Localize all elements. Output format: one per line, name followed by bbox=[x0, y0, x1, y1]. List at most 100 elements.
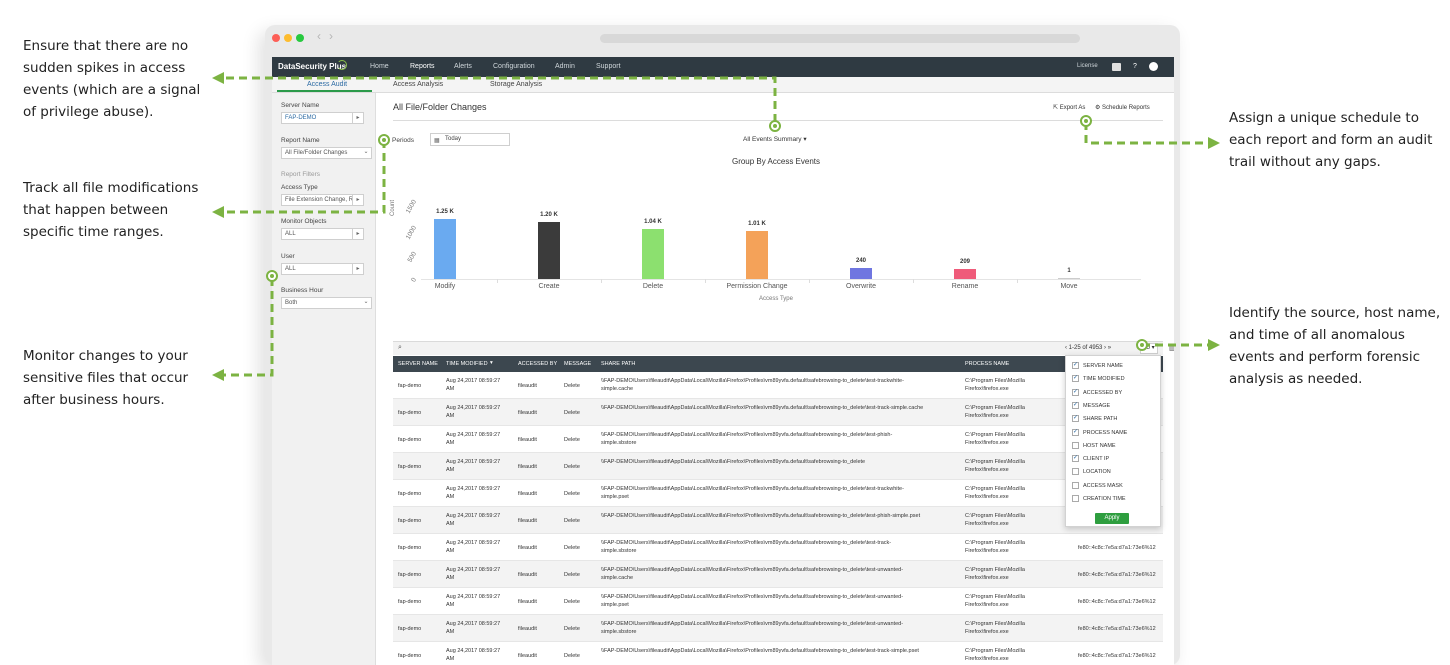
cell-time-line: AM bbox=[446, 629, 455, 635]
bar-overwrite[interactable] bbox=[850, 267, 872, 279]
server-picker-icon[interactable]: ▸ bbox=[352, 112, 364, 124]
bar-create[interactable] bbox=[538, 221, 560, 279]
report-name-select[interactable]: All File/Folder Changes bbox=[281, 147, 372, 159]
col-message[interactable]: MESSAGE bbox=[564, 361, 592, 367]
callout-line: Monitor changes to your bbox=[23, 348, 188, 364]
cell-process: C:\Program Files\Mozilla Firefox\firefox.… bbox=[965, 566, 1025, 582]
col-server-name[interactable]: SERVER NAME bbox=[398, 361, 438, 367]
nav-reports[interactable]: Reports bbox=[410, 63, 435, 70]
nav-admin[interactable]: Admin bbox=[555, 63, 575, 70]
cell-time-line: Aug 24,2017 08:59:27 bbox=[446, 459, 501, 465]
business-hour-chevron-icon[interactable]: ⌄ bbox=[363, 299, 369, 305]
maximize-dot[interactable] bbox=[296, 34, 304, 42]
table-row[interactable]: fap-demo Aug 24,2017 08:59:27 AM fileaudit D… bbox=[393, 534, 1163, 561]
nav-alerts[interactable]: Alerts bbox=[454, 63, 472, 70]
checkbox-checked-icon[interactable]: ✓ bbox=[1072, 415, 1079, 423]
access-type-field[interactable]: File Extension Change, Resto bbox=[281, 194, 360, 206]
address-bar[interactable] bbox=[600, 34, 1080, 43]
monitor-objects-picker-icon[interactable]: ▸ bbox=[352, 228, 364, 240]
forward-arrow-icon[interactable]: › bbox=[329, 29, 333, 43]
bar-permission-change[interactable] bbox=[746, 230, 768, 279]
bar-modify[interactable] bbox=[434, 219, 456, 279]
cell-process-line: C:\Program Files\Mozilla bbox=[965, 648, 1025, 654]
cell-time-line: AM bbox=[446, 548, 455, 554]
table-row[interactable]: fap-demo Aug 24,2017 08:59:27 AM fileaudit D… bbox=[393, 399, 1163, 426]
user-picker-icon[interactable]: ▸ bbox=[352, 263, 364, 275]
column-option-label: ACCESSED BY bbox=[1083, 389, 1123, 396]
col-share-path[interactable]: SHARE PATH bbox=[601, 361, 636, 367]
user-field[interactable]: ALL bbox=[281, 263, 360, 275]
checkbox-checked-icon[interactable]: ✓ bbox=[1072, 375, 1079, 383]
checkbox-checked-icon[interactable]: ✓ bbox=[1072, 401, 1079, 409]
search-icon[interactable]: ⌕ bbox=[398, 344, 402, 351]
checkbox-checked-icon[interactable]: ✓ bbox=[1072, 362, 1079, 369]
tab-storage-analysis[interactable]: Storage Analysis bbox=[490, 81, 543, 88]
calendar-icon[interactable]: ▦ bbox=[434, 138, 440, 144]
col-accessed-by[interactable]: ACCESSED BY bbox=[518, 361, 558, 367]
table-row[interactable]: fap-demo Aug 24,2017 08:59:27 AM fileaudit D… bbox=[393, 561, 1163, 588]
cell-client-ip: fe80::4c8c:7e5a:d7a1:73e6%12 bbox=[1078, 598, 1156, 606]
cell-server: fap-demo bbox=[398, 544, 421, 552]
checkbox-empty-icon[interactable] bbox=[1072, 495, 1079, 502]
tab-access-analysis[interactable]: Access Analysis bbox=[393, 81, 444, 88]
bar-rename[interactable] bbox=[954, 269, 976, 279]
back-arrow-icon[interactable]: ‹ bbox=[317, 29, 321, 43]
cell-message: Delete bbox=[564, 571, 580, 579]
sort-desc-icon[interactable]: ▾ bbox=[490, 360, 493, 366]
help-icon[interactable]: ? bbox=[1133, 63, 1137, 70]
server-name-field[interactable]: FAP-DEMO bbox=[281, 112, 360, 124]
column-option-label: CLIENT IP bbox=[1083, 456, 1110, 463]
cell-server: fap-demo bbox=[398, 598, 421, 606]
table-row[interactable]: fap-demo Aug 24,2017 08:59:27 AM fileaudit D… bbox=[393, 453, 1163, 480]
page-size-select[interactable]: 25 ▾ bbox=[1140, 343, 1158, 354]
col-time-modified[interactable]: TIME MODIFIED bbox=[446, 361, 488, 367]
table-row[interactable]: fap-demo Aug 24,2017 08:59:27 AM fileaudit D… bbox=[393, 642, 1163, 665]
cell-time: Aug 24,2017 08:59:27 AM bbox=[446, 566, 500, 582]
chevron-down-icon[interactable]: ⌄ bbox=[363, 149, 369, 155]
brand-logo: DataSecurity Plus bbox=[278, 62, 347, 71]
minimize-dot[interactable] bbox=[284, 34, 292, 42]
checkbox-empty-icon[interactable] bbox=[1072, 468, 1079, 476]
chart-title: Group By Access Events bbox=[731, 157, 821, 166]
table-row[interactable]: fap-demo Aug 24,2017 08:59:27 AM fileaudit D… bbox=[393, 507, 1163, 534]
nav-configuration[interactable]: Configuration bbox=[493, 63, 535, 70]
checkbox-checked-icon[interactable]: ✓ bbox=[1072, 428, 1079, 436]
active-tab-underline bbox=[277, 90, 372, 92]
nav-support[interactable]: Support bbox=[596, 63, 621, 70]
callout-privilege-abuse: Ensure that there are no sudden spikes i… bbox=[23, 35, 200, 123]
cell-process-line: Firefox\firefox.exe bbox=[965, 656, 1009, 662]
bar-delete[interactable] bbox=[642, 229, 664, 279]
pager: ‹ 1-25 of 4953 › » bbox=[1065, 345, 1112, 351]
checkbox-checked-icon[interactable]: ✓ bbox=[1072, 388, 1079, 396]
col-process-name[interactable]: PROCESS NAME bbox=[965, 361, 1010, 367]
export-as-button[interactable]: ⇱ Export As bbox=[1053, 105, 1086, 111]
periods-field[interactable]: ▦ Today bbox=[430, 133, 510, 146]
table-row[interactable]: fap-demo Aug 24,2017 08:59:27 AM fileaudit D… bbox=[393, 615, 1163, 642]
cell-message-line: Delete bbox=[564, 626, 580, 632]
user-icon[interactable] bbox=[1149, 62, 1158, 71]
checkbox-checked-icon[interactable]: ✓ bbox=[1072, 455, 1079, 463]
nav-home[interactable]: Home bbox=[370, 63, 389, 70]
business-hour-select[interactable]: Both bbox=[281, 297, 372, 309]
access-type-picker-icon[interactable]: ▸ bbox=[352, 194, 364, 206]
table-row[interactable]: fap-demo Aug 24,2017 08:59:27 AM fileaudit D… bbox=[393, 480, 1163, 507]
license-link[interactable]: License bbox=[1077, 63, 1098, 69]
checkbox-empty-icon[interactable] bbox=[1072, 441, 1079, 449]
schedule-reports-button[interactable]: ⚙ Schedule Reports bbox=[1095, 105, 1150, 111]
bar-move[interactable] bbox=[1058, 278, 1080, 279]
close-dot[interactable] bbox=[272, 34, 280, 42]
tab-access-audit[interactable]: Access Audit bbox=[307, 81, 348, 88]
cell-message-line: Delete bbox=[564, 653, 580, 659]
checkbox-empty-icon[interactable] bbox=[1072, 481, 1079, 489]
table-row[interactable]: fap-demo Aug 24,2017 08:59:27 AM fileaudit D… bbox=[393, 588, 1163, 615]
apply-button[interactable]: Apply bbox=[1095, 513, 1129, 524]
cell-time-line: AM bbox=[446, 413, 455, 419]
table-row[interactable]: fap-demo Aug 24,2017 08:59:27 AM fileaudit D… bbox=[393, 426, 1163, 453]
summary-dropdown[interactable]: All Events Summary ▾ bbox=[743, 136, 807, 143]
column-settings-icon[interactable]: ▥ bbox=[1169, 345, 1174, 352]
x-tick-mark bbox=[1017, 279, 1018, 283]
notification-icon[interactable] bbox=[1112, 63, 1121, 71]
cell-time-line: Aug 24,2017 08:59:27 bbox=[446, 486, 501, 492]
monitor-objects-field[interactable]: ALL bbox=[281, 228, 360, 240]
table-row[interactable]: fap-demo Aug 24,2017 08:59:27 AM fileaudit D… bbox=[393, 372, 1163, 399]
